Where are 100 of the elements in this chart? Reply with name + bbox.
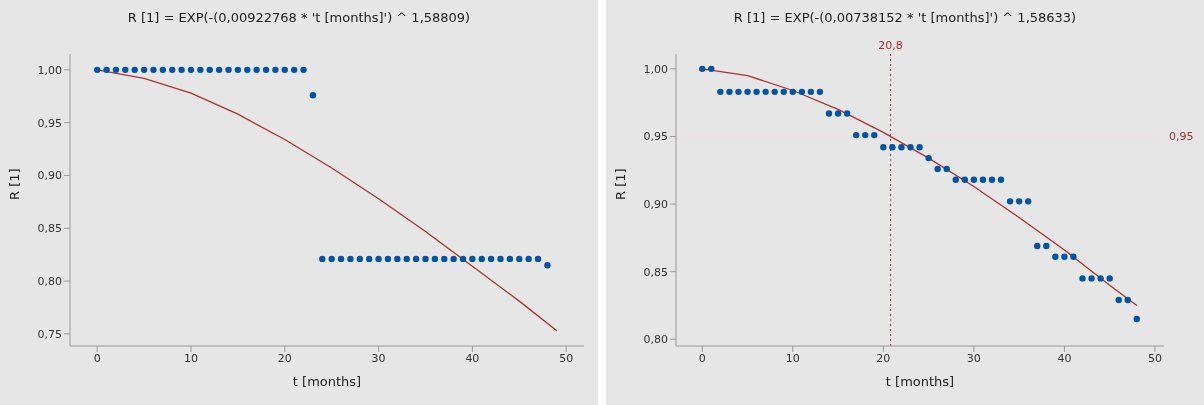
x-tick-label: 20 — [876, 351, 891, 365]
point — [970, 176, 978, 183]
chart-title: R [1] = EXP(-(0,00922768 * 't [months]') ^ 1,58809) — [126, 10, 472, 27]
x-tick-label: 20 — [277, 351, 292, 365]
point — [450, 255, 457, 263]
point — [159, 66, 167, 74]
point — [1034, 242, 1041, 250]
point — [262, 66, 270, 74]
point — [1006, 198, 1014, 205]
point — [1097, 275, 1104, 282]
point — [441, 255, 448, 263]
point — [1015, 198, 1023, 205]
point — [422, 255, 429, 263]
point — [997, 176, 1005, 183]
point — [122, 66, 129, 74]
point — [708, 65, 715, 73]
point — [375, 255, 382, 263]
point — [952, 176, 959, 183]
point — [347, 255, 354, 263]
point — [459, 255, 467, 263]
x-tick-label: 50 — [559, 351, 574, 365]
point — [487, 255, 495, 263]
point — [534, 255, 542, 263]
point — [789, 88, 796, 96]
x-tick-label: 10 — [184, 351, 198, 365]
point — [807, 88, 815, 96]
x-tick-label: 0 — [698, 351, 706, 365]
point — [943, 165, 950, 173]
point — [244, 66, 251, 74]
point — [1043, 242, 1050, 250]
point — [717, 88, 724, 96]
point — [916, 144, 923, 151]
point — [290, 66, 298, 74]
x-tick-label: 40 — [1057, 351, 1072, 365]
point — [907, 144, 914, 151]
point — [979, 176, 987, 183]
point — [1133, 315, 1141, 323]
point — [319, 255, 326, 263]
ref-line-label: 0,95 — [1169, 130, 1194, 144]
point — [1106, 275, 1113, 282]
point — [961, 176, 969, 183]
point — [150, 66, 157, 74]
point — [225, 66, 232, 74]
point — [506, 255, 514, 263]
point — [699, 65, 706, 73]
point — [366, 255, 373, 263]
point — [816, 88, 824, 96]
x-tick-label: 10 — [785, 351, 800, 365]
y-tick-label: 0,90 — [643, 197, 668, 211]
y-tick-label: 0,75 — [37, 327, 62, 341]
point — [309, 91, 317, 99]
point — [94, 66, 101, 74]
y-tick-label: 1,00 — [37, 63, 62, 77]
y-tick-label: 0,95 — [37, 116, 62, 130]
point — [880, 144, 887, 151]
point — [1052, 253, 1059, 260]
point — [898, 144, 905, 151]
point — [1061, 253, 1068, 260]
point — [478, 255, 485, 263]
point — [394, 255, 401, 263]
y-axis-title: R [1] — [6, 168, 22, 200]
y-tick-label: 0,85 — [37, 222, 62, 236]
point — [112, 66, 120, 74]
point — [780, 88, 787, 96]
point — [206, 66, 213, 74]
point — [843, 110, 851, 117]
point — [544, 262, 551, 269]
point — [1115, 296, 1122, 304]
point — [852, 131, 860, 139]
point — [431, 255, 439, 263]
point — [753, 88, 760, 96]
x-axis-title: t [months] — [885, 374, 955, 389]
point — [762, 88, 769, 96]
point — [187, 66, 195, 74]
point — [384, 255, 392, 263]
point — [356, 255, 364, 263]
point — [862, 131, 869, 139]
point — [412, 255, 420, 263]
y-tick-label: 0,80 — [643, 333, 668, 347]
point — [871, 131, 878, 139]
point — [403, 255, 410, 263]
point — [1079, 275, 1086, 282]
point — [253, 66, 260, 74]
y-tick-label: 0,90 — [37, 169, 62, 183]
chart-title: R [1] = EXP(-(0,00738152 * 't [months]') ^ 1,58633) — [732, 10, 1078, 27]
point — [988, 176, 996, 183]
point — [726, 88, 733, 96]
point — [516, 255, 523, 263]
point — [215, 66, 223, 74]
point — [771, 88, 778, 96]
x-tick-label: 40 — [465, 351, 480, 365]
point — [178, 66, 185, 74]
y-tick-label: 0,95 — [643, 130, 668, 144]
x-tick-label: 30 — [966, 351, 981, 365]
ref-line-label: 20,8 — [878, 39, 903, 52]
point — [234, 66, 242, 74]
point — [825, 110, 833, 117]
point — [925, 154, 932, 162]
x-tick-label: 0 — [93, 351, 101, 365]
point — [1124, 296, 1131, 304]
